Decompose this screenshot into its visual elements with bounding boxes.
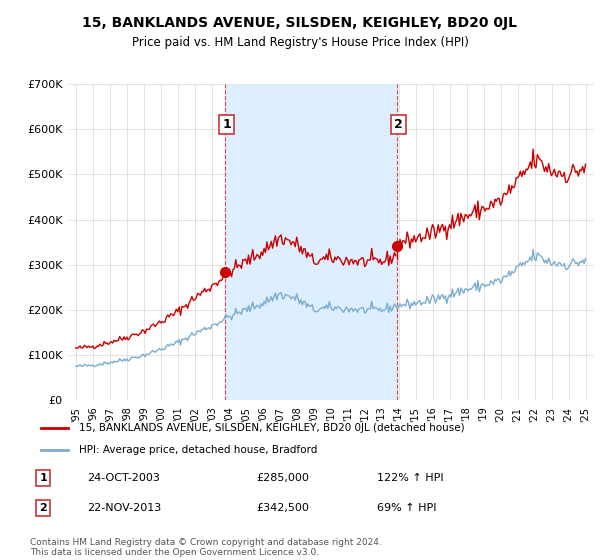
Text: 1: 1 — [223, 118, 231, 131]
Text: HPI: Average price, detached house, Bradford: HPI: Average price, detached house, Brad… — [79, 445, 317, 455]
Text: 1: 1 — [40, 473, 47, 483]
Text: £342,500: £342,500 — [256, 503, 309, 513]
Text: 69% ↑ HPI: 69% ↑ HPI — [377, 503, 437, 513]
Text: 15, BANKLANDS AVENUE, SILSDEN, KEIGHLEY, BD20 0JL (detached house): 15, BANKLANDS AVENUE, SILSDEN, KEIGHLEY,… — [79, 423, 464, 433]
Text: Price paid vs. HM Land Registry's House Price Index (HPI): Price paid vs. HM Land Registry's House … — [131, 36, 469, 49]
Text: Contains HM Land Registry data © Crown copyright and database right 2024.
This d: Contains HM Land Registry data © Crown c… — [30, 538, 382, 557]
Text: 22-NOV-2013: 22-NOV-2013 — [88, 503, 162, 513]
Text: 24-OCT-2003: 24-OCT-2003 — [88, 473, 160, 483]
Text: 122% ↑ HPI: 122% ↑ HPI — [377, 473, 444, 483]
Text: 2: 2 — [40, 503, 47, 513]
Text: £285,000: £285,000 — [256, 473, 309, 483]
Text: 2: 2 — [394, 118, 403, 131]
Bar — [225, 84, 397, 400]
Text: 15, BANKLANDS AVENUE, SILSDEN, KEIGHLEY, BD20 0JL: 15, BANKLANDS AVENUE, SILSDEN, KEIGHLEY,… — [83, 16, 517, 30]
